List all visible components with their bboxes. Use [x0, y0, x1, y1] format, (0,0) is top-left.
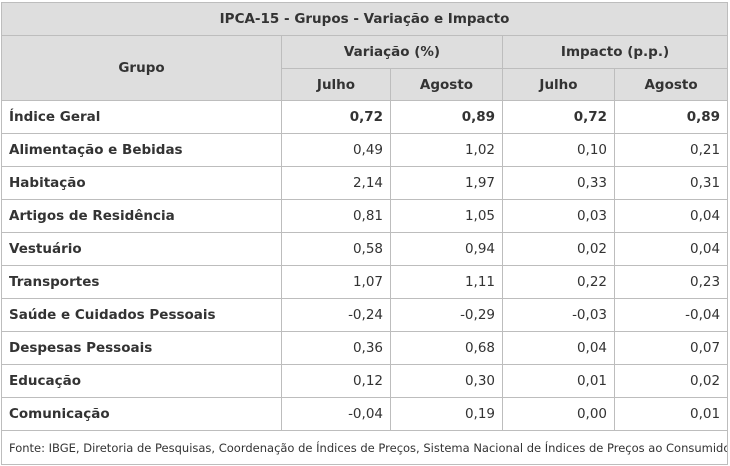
- impact-august-cell: 0,21: [613, 133, 729, 167]
- variation-july-cell: 0,36: [281, 331, 391, 365]
- row-label: Alimentação e Bebidas: [1, 133, 282, 167]
- variation-august-cell: 0,94: [390, 232, 503, 266]
- impact-july-cell: 0,33: [502, 166, 615, 200]
- impact-july-cell: 0,72: [502, 100, 615, 134]
- impact-august-header: Agosto: [613, 68, 729, 101]
- variation-july-cell: -0,24: [281, 298, 391, 332]
- row-label: Comunicação: [1, 397, 282, 431]
- row-label: Artigos de Residência: [1, 199, 282, 233]
- variation-august-cell: 1,97: [390, 166, 503, 200]
- row-label: Índice Geral: [1, 100, 282, 134]
- variation-august-cell: 1,02: [390, 133, 503, 167]
- variation-july-cell: -0,04: [281, 397, 391, 431]
- table-row: Artigos de Residência 0,81 1,05 0,03 0,0…: [1, 199, 729, 233]
- impact-august-cell: 0,02: [613, 364, 729, 398]
- impact-august-cell: -0,04: [613, 298, 729, 332]
- table-row: Índice Geral 0,72 0,89 0,72 0,89: [1, 100, 729, 134]
- variation-july-cell: 0,12: [281, 364, 391, 398]
- variation-august-cell: 1,05: [390, 199, 503, 233]
- table-row: Alimentação e Bebidas 0,49 1,02 0,10 0,2…: [1, 133, 729, 167]
- impact-august-cell: 0,31: [613, 166, 729, 200]
- impact-july-header: Julho: [502, 68, 615, 101]
- impact-august-cell: 0,04: [613, 232, 729, 266]
- impact-august-cell: 0,23: [613, 265, 729, 299]
- variation-july-header: Julho: [281, 68, 391, 101]
- impact-august-cell: 0,07: [613, 331, 729, 365]
- impact-august-cell: 0,89: [613, 100, 729, 134]
- impact-july-cell: 0,22: [502, 265, 615, 299]
- impact-july-cell: 0,00: [502, 397, 615, 431]
- row-label: Despesas Pessoais: [1, 331, 282, 365]
- variation-august-cell: 1,11: [390, 265, 503, 299]
- row-label: Habitação: [1, 166, 282, 200]
- impact-july-cell: 0,01: [502, 364, 615, 398]
- impact-july-cell: -0,03: [502, 298, 615, 332]
- variation-august-cell: 0,30: [390, 364, 503, 398]
- variation-august-cell: -0,29: [390, 298, 503, 332]
- impact-july-cell: 0,10: [502, 133, 615, 167]
- impact-header: Impacto (p.p.): [501, 35, 729, 69]
- impact-august-cell: 0,04: [613, 199, 729, 233]
- variation-header: Variação (%): [281, 35, 503, 69]
- variation-july-cell: 0,72: [281, 100, 391, 134]
- variation-july-cell: 0,58: [281, 232, 391, 266]
- variation-august-cell: 0,68: [390, 331, 503, 365]
- table-row: Transportes 1,07 1,11 0,22 0,23: [1, 265, 729, 299]
- table-row: Comunicação -0,04 0,19 0,00 0,01: [1, 397, 729, 431]
- row-label: Transportes: [1, 265, 282, 299]
- table-row: Vestuário 0,58 0,94 0,02 0,04: [1, 232, 729, 266]
- row-label: Vestuário: [1, 232, 282, 266]
- variation-july-cell: 0,49: [281, 133, 391, 167]
- variation-august-cell: 0,89: [390, 100, 503, 134]
- variation-august-header: Agosto: [390, 68, 503, 101]
- impact-july-cell: 0,02: [502, 232, 615, 266]
- row-label: Saúde e Cuidados Pessoais: [1, 298, 282, 332]
- table-row: Despesas Pessoais 0,36 0,68 0,04 0,07: [1, 331, 729, 365]
- variation-july-cell: 1,07: [281, 265, 391, 299]
- table-row: Saúde e Cuidados Pessoais -0,24 -0,29 -0…: [1, 298, 729, 332]
- variation-july-cell: 0,81: [281, 199, 391, 233]
- impact-july-cell: 0,03: [502, 199, 615, 233]
- source-note: Fonte: IBGE, Diretoria de Pesquisas, Coo…: [0, 430, 729, 465]
- table-title: IPCA-15 - Grupos - Variação e Impacto: [0, 2, 729, 36]
- table-row: Habitação 2,14 1,97 0,33 0,31: [1, 166, 729, 200]
- variation-july-cell: 2,14: [281, 166, 391, 200]
- variation-august-cell: 0,19: [390, 397, 503, 431]
- impact-august-cell: 0,01: [613, 397, 729, 431]
- group-header: Grupo: [1, 35, 282, 101]
- table-row: Educação 0,12 0,30 0,01 0,02: [1, 364, 729, 398]
- row-label: Educação: [1, 364, 282, 398]
- impact-july-cell: 0,04: [502, 331, 615, 365]
